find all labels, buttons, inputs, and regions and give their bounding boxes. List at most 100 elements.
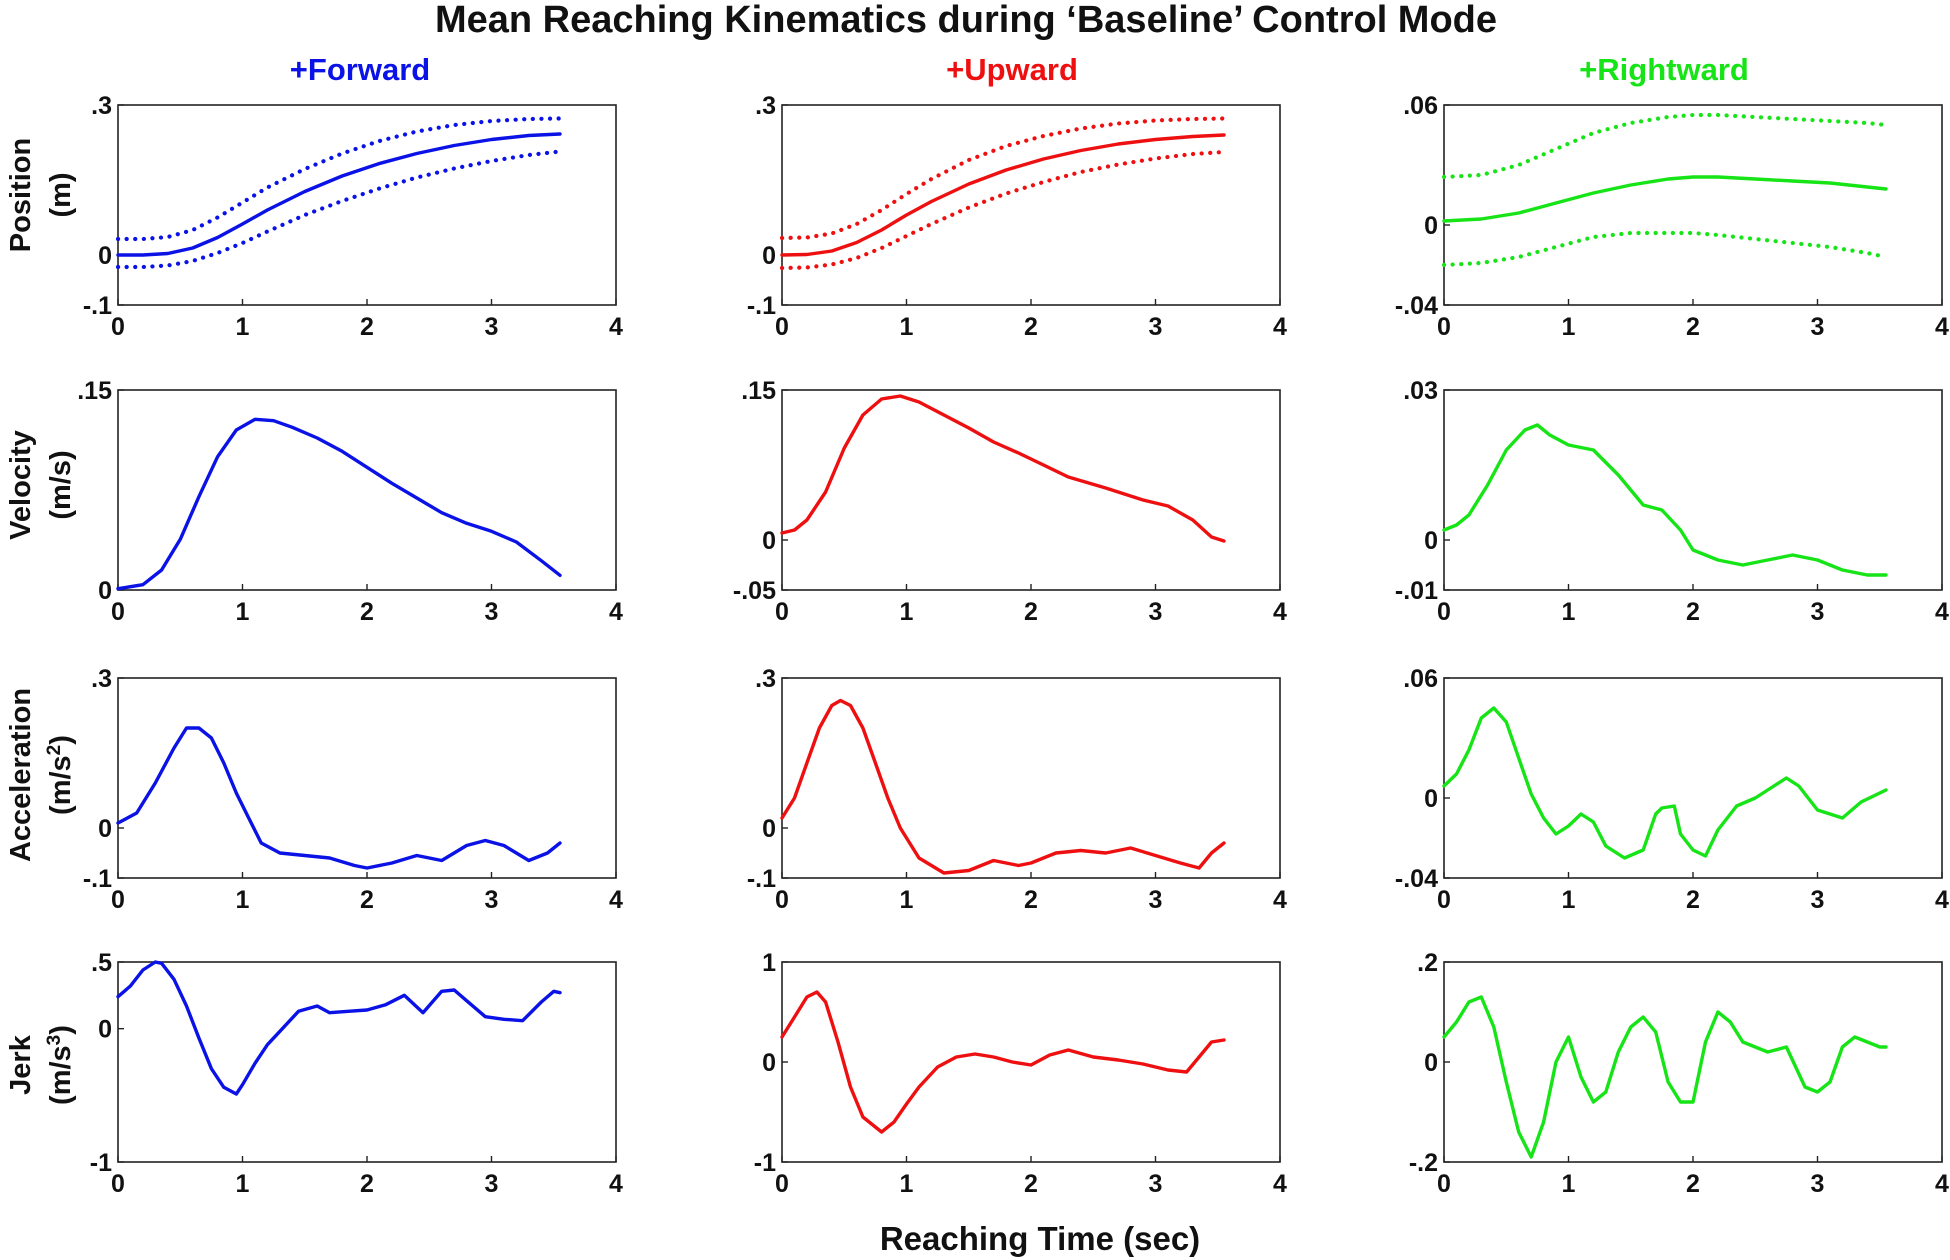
chart-acceleration-forward-y-tick-label: 0 — [98, 815, 112, 843]
row-label-position-unit: (m) — [45, 172, 77, 217]
acceleration-unit-base: (m/s — [45, 755, 77, 815]
chart-position-forward-x-tick-label: 3 — [485, 313, 499, 341]
chart-velocity-upward-x-tick-label: 4 — [1273, 598, 1287, 626]
chart-velocity-rightward-x-tick-label: 3 — [1811, 598, 1825, 626]
chart-velocity-rightward-y-tick-label: -.01 — [1395, 577, 1438, 605]
chart-position-upward-y-tick-label: .3 — [755, 92, 776, 120]
figure-title: Mean Reaching Kinematics during ‘Baselin… — [435, 0, 1497, 41]
chart-velocity-rightward: 0 1 2 3 4-.010.03 — [1395, 377, 1949, 626]
chart-acceleration-upward-x-tick-label: 2 — [1024, 886, 1038, 914]
chart-acceleration-rightward-y-tick-label: 0 — [1424, 785, 1438, 813]
chart-velocity-upward-x-tick-label: 2 — [1024, 598, 1038, 626]
chart-acceleration-upward-y-tick-label: 0 — [762, 815, 776, 843]
chart-acceleration-upward: 0 1 2 3 4-.10.3 — [747, 665, 1287, 914]
chart-velocity-upward-x-tick-label: 1 — [900, 598, 914, 626]
chart-position-rightward-x-tick-label: 3 — [1811, 313, 1825, 341]
chart-jerk-upward-axes-frame — [781, 961, 1281, 1163]
chart-acceleration-rightward-x-tick-label: 4 — [1935, 886, 1949, 914]
chart-jerk-rightward-x-tick-label: 2 — [1686, 1170, 1700, 1198]
chart-jerk-forward-x-tick-label: 1 — [236, 1170, 250, 1198]
chart-jerk-upward-y-tick-label: -1 — [754, 1149, 776, 1177]
column-title-forward: +Forward — [290, 52, 430, 87]
chart-position-forward-series-mean-line — [116, 132, 562, 257]
chart-position-rightward-x-tick-label: 2 — [1686, 313, 1700, 341]
row-label-jerk-name: Jerk — [5, 1034, 37, 1095]
chart-position-rightward: 0 1 2 3 4-.040.06 — [1395, 92, 1949, 341]
chart-acceleration-rightward-x-tick-label: 1 — [1562, 886, 1576, 914]
chart-jerk-upward-series-mean-line — [780, 990, 1226, 1134]
chart-jerk-rightward-y-tick-label: .2 — [1417, 949, 1438, 977]
chart-position-upward-x-tick-label: 1 — [900, 313, 914, 341]
jerk-unit-close: ) — [45, 1025, 77, 1035]
chart-jerk-rightward-x-tick-label: 3 — [1811, 1170, 1825, 1198]
chart-velocity-upward-series-mean-line — [780, 394, 1226, 543]
chart-position-rightward-x-tick-label: 4 — [1935, 313, 1949, 341]
chart-velocity-rightward-y-tick-label: 0 — [1424, 527, 1438, 555]
acceleration-unit-exponent: 2 — [44, 745, 65, 756]
chart-velocity-rightward-y-tick-label: .03 — [1403, 377, 1438, 405]
chart-position-rightward-series-mean-line — [1442, 175, 1888, 223]
chart-velocity-upward-y-tick-label: .15 — [741, 377, 776, 405]
chart-jerk-upward-y-tick-label: 1 — [762, 949, 776, 977]
chart-acceleration-rightward: 0 1 2 3 4-.040.06 — [1395, 665, 1949, 914]
chart-jerk-forward-y-tick-label: .5 — [91, 949, 112, 977]
chart-position-forward-series-upper-line — [115, 116, 563, 242]
chart-position-upward-y-tick-label: -.1 — [747, 292, 776, 320]
chart-acceleration-upward-x-tick-label: 3 — [1149, 886, 1163, 914]
row-label-position-name: Position — [5, 138, 37, 252]
row-label-jerk: Jerk (m/s3) — [5, 1025, 77, 1105]
chart-velocity-forward-x-tick-label: 4 — [609, 598, 623, 626]
chart-velocity-forward-x-tick-label: 1 — [236, 598, 250, 626]
chart-position-upward-series-upper-line — [779, 116, 1227, 241]
chart-jerk-forward-x-tick-label: 0 — [111, 1170, 125, 1198]
chart-position-forward-y-tick-label: -.1 — [83, 292, 112, 320]
chart-jerk-rightward-y-tick-label: 0 — [1424, 1049, 1438, 1077]
chart-position-upward-y-tick-label: 0 — [762, 242, 776, 270]
chart-position-upward-axes-frame — [781, 104, 1281, 306]
chart-position-forward-x-tick-label: 0 — [111, 313, 125, 341]
row-label-position: Position (m) — [5, 138, 77, 252]
chart-velocity-rightward-axes-frame — [1443, 389, 1943, 591]
chart-jerk-forward-y-tick-label: 0 — [98, 1016, 112, 1044]
chart-velocity-forward-x-tick-label: 3 — [485, 598, 499, 626]
chart-jerk-upward-x-tick-label: 0 — [775, 1170, 789, 1198]
chart-position-rightward-x-tick-label: 1 — [1562, 313, 1576, 341]
row-label-acceleration: Acceleration (m/s2) — [5, 688, 77, 862]
chart-jerk-upward-y-tick-label: 0 — [762, 1049, 776, 1077]
chart-velocity-forward-x-tick-label: 2 — [360, 598, 374, 626]
chart-acceleration-forward-series-mean-line — [116, 726, 562, 870]
chart-velocity-forward-y-tick-label: 0 — [98, 577, 112, 605]
chart-acceleration-rightward-y-tick-label: -.04 — [1395, 865, 1438, 893]
chart-velocity-upward-x-tick-label: 0 — [775, 598, 789, 626]
chart-position-forward-x-tick-label: 4 — [609, 313, 623, 341]
chart-acceleration-upward-y-tick-label: .3 — [755, 665, 776, 693]
chart-velocity-forward-series-mean-line — [116, 417, 562, 591]
chart-position-forward-x-tick-label: 2 — [360, 313, 374, 341]
chart-position-upward-x-tick-label: 2 — [1024, 313, 1038, 341]
chart-acceleration-upward-series-mean-line — [780, 698, 1226, 875]
chart-jerk-rightward-x-tick-label: 4 — [1935, 1170, 1949, 1198]
chart-acceleration-rightward-x-tick-label: 0 — [1437, 886, 1451, 914]
chart-velocity-forward-x-tick-label: 0 — [111, 598, 125, 626]
chart-jerk-upward-x-tick-label: 4 — [1273, 1170, 1287, 1198]
jerk-unit-base: (m/s — [45, 1045, 77, 1105]
chart-velocity-upward: 0 1 2 3 4-.050.15 — [733, 377, 1287, 626]
chart-jerk-upward: 0 1 2 3 4-101 — [754, 949, 1287, 1198]
chart-jerk-rightward-series-mean-line — [1442, 995, 1888, 1159]
chart-velocity-rightward-x-tick-label: 0 — [1437, 598, 1451, 626]
chart-velocity-rightward-x-tick-label: 4 — [1935, 598, 1949, 626]
chart-acceleration-forward-y-tick-label: .3 — [91, 665, 112, 693]
row-label-velocity: Velocity (m/s) — [5, 430, 77, 540]
chart-jerk-forward-x-tick-label: 4 — [609, 1170, 623, 1198]
column-title-rightward: +Rightward — [1579, 52, 1749, 87]
chart-jerk-forward-axes-frame — [117, 961, 617, 1163]
chart-acceleration-rightward-y-tick-label: .06 — [1403, 665, 1438, 693]
acceleration-unit-close: ) — [45, 735, 77, 745]
chart-velocity-rightward-x-tick-label: 1 — [1562, 598, 1576, 626]
chart-acceleration-forward-x-tick-label: 3 — [485, 886, 499, 914]
row-label-velocity-unit: (m/s) — [45, 450, 77, 519]
jerk-unit-exponent: 3 — [44, 1035, 65, 1046]
chart-position-upward-series-mean-line — [780, 133, 1226, 257]
chart-position-rightward-axes-frame — [1443, 104, 1943, 306]
chart-jerk-upward-x-tick-label: 1 — [900, 1170, 914, 1198]
